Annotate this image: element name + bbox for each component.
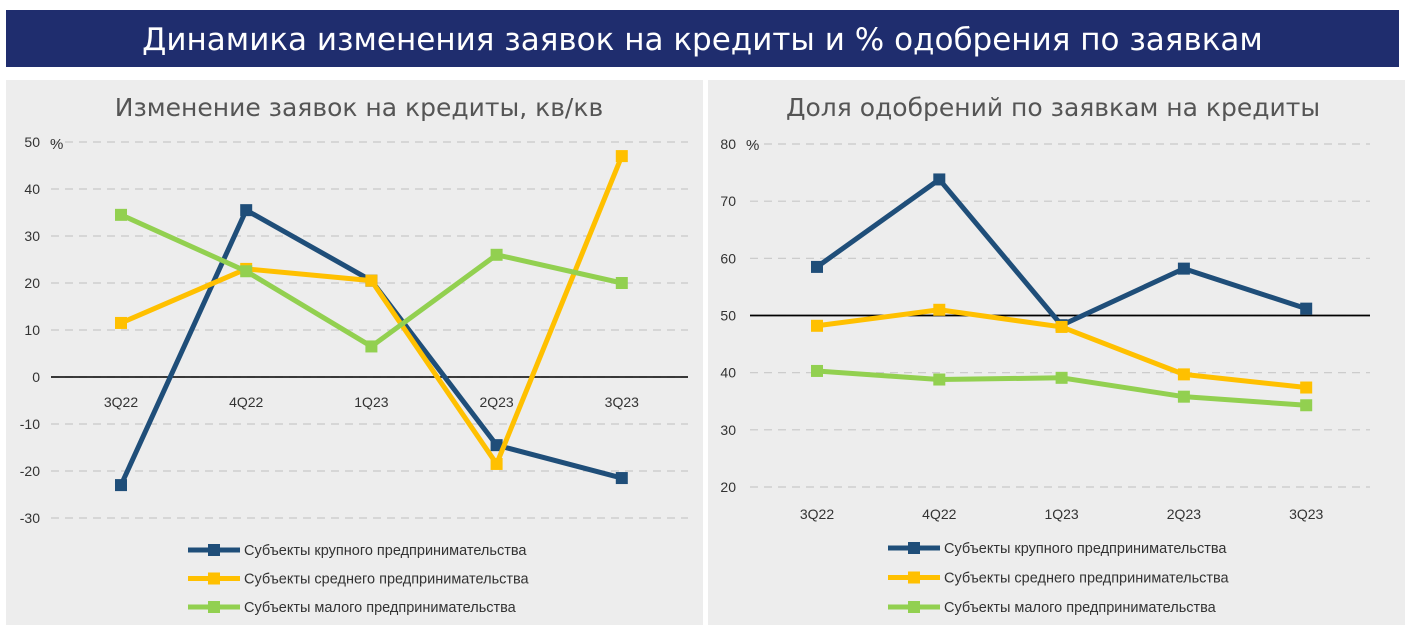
y-tick-label: 0 [32,369,40,385]
legend-marker [208,544,220,556]
data-point-marker [1177,368,1190,381]
x-category-label: 3Q22 [800,506,834,522]
y-unit-label: % [50,136,63,153]
y-tick-label: 30 [24,228,40,244]
legend-label: Субъекты крупного предпринимательства [944,541,1227,557]
chart-panel-approval-share: Доля одобрений по заявкам на кредиты 80 70… [708,80,1405,625]
chart-title: Доля одобрений по заявкам на кредиты [786,93,1320,122]
applications-change-chart: Изменение заявок на кредиты, кв/кв 50 40 30… [20,93,688,616]
data-point-marker [933,373,946,386]
y-tick-label: 20 [720,479,736,495]
x-category-label: 3Q22 [104,394,138,410]
data-point-marker [240,204,253,217]
data-point-marker [115,479,127,492]
y-tick-label: 10 [24,322,40,338]
y-tick-label: 20 [24,275,40,291]
y-tick-label: -10 [20,416,40,432]
data-point-marker [1300,381,1313,394]
legend-marker [208,572,220,585]
data-point-marker [615,472,628,485]
y-tick-label: 40 [24,181,40,197]
data-point-marker [1177,262,1190,275]
data-point-marker [490,457,503,470]
x-category-label: 2Q23 [479,394,513,410]
x-category-label: 2Q23 [1167,506,1201,522]
y-tick-label: 50 [24,134,40,150]
x-category-label: 1Q23 [354,394,388,410]
data-point-marker [933,173,946,186]
x-category-label: 4Q22 [922,506,956,522]
y-tick-label: 60 [720,250,736,266]
legend-label: Субъекты малого предпринимательства [244,600,517,616]
y-tick-label: 50 [720,308,736,324]
y-tick-label: 80 [720,136,736,152]
x-category-label: 3Q23 [605,394,639,410]
chart-title: Изменение заявок на кредиты, кв/кв [115,93,603,122]
data-point-marker [615,150,628,163]
data-point-marker [811,319,823,332]
y-tick-label: -30 [20,510,40,526]
data-point-marker [811,260,823,273]
y-tick-label: -20 [20,463,40,479]
data-point-marker [490,439,503,452]
data-point-marker [240,265,253,278]
legend-label: Субъекты среднего предпринимательства [244,572,530,588]
legend-marker [908,601,920,613]
data-point-marker [1177,390,1190,403]
data-point-marker [1055,371,1068,384]
legend-label: Субъекты крупного предпринимательства [244,543,527,559]
legend-marker [908,542,920,554]
y-tick-label: 40 [720,365,736,381]
x-category-label: 4Q22 [229,394,263,410]
data-point-marker [1055,320,1068,333]
data-point-marker [1300,399,1313,412]
y-tick-label: 30 [720,422,736,438]
series-line [120,155,625,467]
y-unit-label: % [746,137,759,154]
data-point-marker [490,248,503,261]
data-point-marker [365,274,378,287]
header-banner: Динамика изменения заявок на кредиты и %… [6,10,1399,67]
x-category-label: 3Q23 [1289,506,1323,522]
legend-marker [908,571,920,584]
approval-share-chart: Доля одобрений по заявкам на кредиты 80 70… [720,93,1370,616]
data-point-marker [115,316,127,329]
legend-label: Субъекты среднего предпринимательства [944,571,1230,587]
data-point-marker [811,364,823,377]
data-point-marker [1300,302,1313,315]
data-point-marker [365,340,378,353]
legend-marker [208,601,220,613]
page-title: Динамика изменения заявок на кредиты и %… [142,22,1263,58]
legend-label: Субъекты малого предпринимательства [944,600,1217,616]
data-point-marker [615,277,628,289]
y-tick-label: 70 [720,193,736,209]
data-point-marker [115,208,127,221]
x-category-label: 1Q23 [1044,506,1078,522]
data-point-marker [933,303,946,316]
chart-panel-applications: Изменение заявок на кредиты, кв/кв 50 40 30… [6,80,703,625]
